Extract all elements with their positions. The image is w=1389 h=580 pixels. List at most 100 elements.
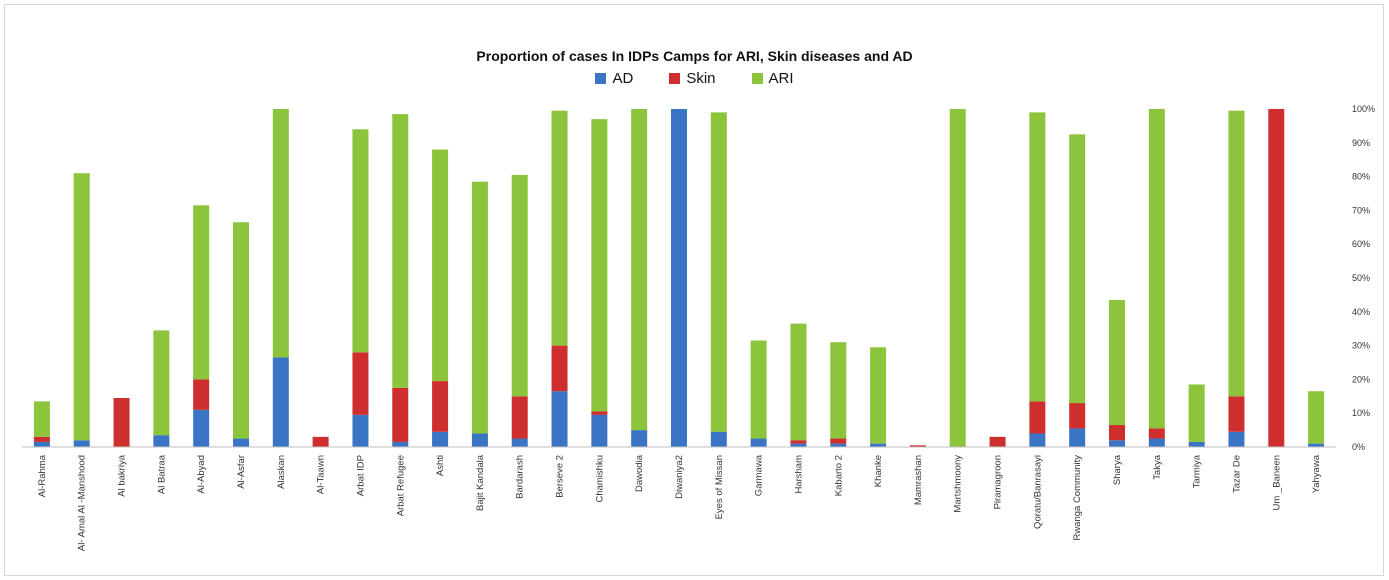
y-tick-label: 10% xyxy=(1352,408,1370,418)
bar-ari-al-rahma xyxy=(33,401,50,437)
bar-skin-al-bakriya xyxy=(113,397,130,447)
bar-ad-alaskan xyxy=(272,357,289,447)
x-tick-label: Rwanga Community xyxy=(1072,455,1083,541)
bar-ad-kabarto-2 xyxy=(830,443,847,447)
legend-swatch-ad xyxy=(595,73,607,84)
bar-skin-sharya xyxy=(1109,425,1125,441)
x-tick-label: Diwaniya2 xyxy=(674,455,685,499)
x-tick-label: Harsham xyxy=(793,455,804,494)
bar-skin-um-baneen xyxy=(1268,109,1285,447)
bar-ad-diwaniya2 xyxy=(671,109,687,447)
bar-ad-qoratu-banrasayi xyxy=(1029,433,1046,447)
x-axis: Al-Rahma Al- Amal Al -Manshood Al bakriya A… xyxy=(22,446,1336,551)
bar-ari-garmawa xyxy=(750,340,767,439)
bar-ari-dawodia xyxy=(631,109,648,431)
x-tick-label: Dawodia xyxy=(634,454,645,492)
bar-skin-rwanga-community xyxy=(1069,403,1086,429)
x-tick-label: Al-Taawn xyxy=(316,455,327,494)
bar-ad-rwanga-community xyxy=(1069,428,1086,447)
y-tick-label: 60% xyxy=(1352,239,1370,249)
bar-ari-berseve-2 xyxy=(551,110,568,346)
bar-ari-kabarto-2 xyxy=(830,342,847,439)
bar-ari-bardarash xyxy=(511,174,528,397)
bar-ad-arbat-refugee xyxy=(392,441,409,447)
bar-skin-arbat-refugee xyxy=(392,387,409,442)
bar-ad-al-abyad xyxy=(193,409,210,447)
bar-ad-garmawa xyxy=(750,438,767,447)
bar-ari-qoratu-banrasayi xyxy=(1029,112,1046,402)
bar-skin-harsham xyxy=(790,440,807,444)
x-tick-label: Al Batraa xyxy=(156,454,167,494)
y-tick-label: 30% xyxy=(1352,341,1370,351)
bar-skin-piramagroon xyxy=(989,436,1006,447)
bar-skin-kabarto-2 xyxy=(830,438,847,444)
x-tick-label: Tazar De xyxy=(1231,455,1242,493)
bar-ad-tarmiya xyxy=(1188,441,1205,447)
x-tick-label: Kabarto 2 xyxy=(833,455,844,496)
x-tick-label: Eyes of Missan xyxy=(714,455,725,519)
chart-legend: AD Skin ARI xyxy=(0,70,1389,87)
bar-ari-rwanga-community xyxy=(1069,134,1086,404)
bar-ad-al-rahma xyxy=(33,441,50,447)
bar-ari-tazar-de xyxy=(1228,110,1245,397)
bar-ad-dawodia xyxy=(631,430,648,447)
bar-ad-bardarash xyxy=(511,438,528,447)
bar-ad-takya xyxy=(1148,438,1165,447)
bar-skin-ashti xyxy=(432,381,449,432)
bar-layer xyxy=(33,109,1325,447)
x-tick-label: Yahyawa xyxy=(1311,454,1322,493)
legend-label-ari: ARI xyxy=(768,70,794,87)
bar-ari-bajit-kandala xyxy=(471,181,488,434)
bar-ad-tazar-de xyxy=(1228,431,1245,447)
bar-ari-arbat-refugee xyxy=(392,114,409,388)
bar-ad-berseve-2 xyxy=(551,391,568,447)
bar-ad-yahyawa xyxy=(1308,443,1325,447)
bar-ari-eyes-of-missan xyxy=(710,112,727,432)
bar-ad-al-batraa xyxy=(153,435,170,447)
x-tick-label: Ashti xyxy=(435,455,446,476)
bar-ad-ashti xyxy=(432,431,449,447)
x-tick-label: Al- Amal Al -Manshood xyxy=(77,455,88,551)
bar-skin-chamishku xyxy=(591,411,608,415)
y-tick-label: 20% xyxy=(1352,374,1370,384)
x-tick-label: Al-Abyad xyxy=(196,455,207,494)
legend-entry-skin: Skin xyxy=(669,70,716,87)
x-tick-label: Mamrashan xyxy=(913,455,924,505)
bar-skin-al-taawn xyxy=(312,436,329,447)
x-tick-label: Qoratu/Banrasayi xyxy=(1032,455,1043,529)
x-tick-label: Tarmiya xyxy=(1192,454,1203,488)
bar-ari-harsham xyxy=(790,323,807,441)
bar-ari-sharya xyxy=(1109,299,1125,426)
y-tick-label: 90% xyxy=(1352,138,1370,148)
bar-skin-tazar-de xyxy=(1228,396,1245,432)
bar-skin-al-abyad xyxy=(193,379,210,410)
x-tick-label: Al-Asfar xyxy=(236,455,247,489)
bar-ari-ashti xyxy=(432,149,449,382)
bar-ari-alaskan xyxy=(272,109,289,358)
bar-ari-yahyawa xyxy=(1308,391,1325,444)
bar-ari-al-batraa xyxy=(153,330,170,436)
x-tick-label: Al bakriya xyxy=(117,454,128,496)
x-tick-label: Chamishku xyxy=(594,455,605,503)
y-axis: 0% 10% 20% 30% 40% 50% 60% 70% 80% 90% 100% xyxy=(1352,104,1375,452)
x-tick-label: Arbat Refugee xyxy=(395,455,406,516)
x-tick-label: Martshmoony xyxy=(953,455,964,513)
bar-ari-tarmiya xyxy=(1188,384,1205,442)
bar-ari-khanke xyxy=(870,347,887,444)
legend-swatch-skin xyxy=(669,73,681,84)
legend-label-skin: Skin xyxy=(686,70,716,87)
y-tick-label: 0% xyxy=(1352,442,1365,452)
bar-skin-mamrashan xyxy=(909,445,926,447)
bar-skin-bardarash xyxy=(511,396,528,439)
bar-ad-al-asfar xyxy=(233,438,249,447)
x-tick-label: Um _Baneen xyxy=(1271,455,1282,510)
bar-skin-qoratu-banrasayi xyxy=(1029,401,1046,434)
bar-skin-takya xyxy=(1148,428,1165,439)
legend-entry-ad: AD xyxy=(595,70,633,87)
bar-ari-al-amal-al-manshood xyxy=(73,173,90,441)
x-tick-label: Berseve 2 xyxy=(555,455,566,498)
legend-swatch-ari xyxy=(751,73,763,84)
bar-ari-al-abyad xyxy=(193,205,210,380)
bar-skin-berseve-2 xyxy=(551,345,568,392)
bar-ari-chamishku xyxy=(591,119,608,412)
